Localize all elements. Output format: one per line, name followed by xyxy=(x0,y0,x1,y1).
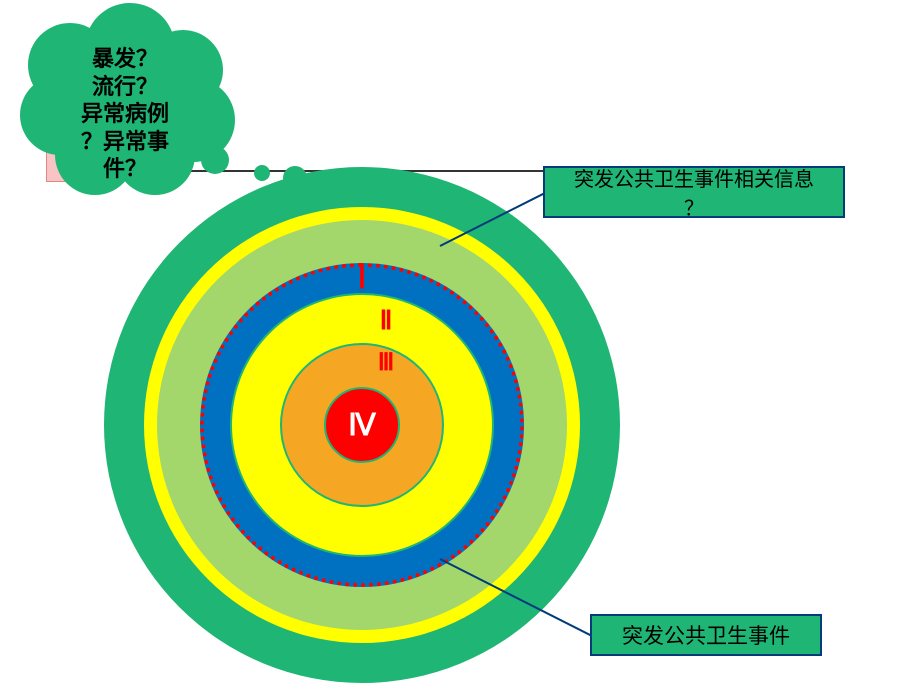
callout-box-top: 突发公共卫生事件相关信息？ xyxy=(543,166,845,218)
cloud-text: 暴发？流行？异常病例？异常事件？ xyxy=(50,45,200,183)
callout-box-bottom: 突发公共卫生事件 xyxy=(590,614,822,656)
ring-label: Ⅰ xyxy=(332,262,392,295)
ring-label: Ⅳ xyxy=(332,408,392,443)
ring-label: Ⅱ xyxy=(356,305,416,336)
ring-label: Ⅲ xyxy=(356,348,416,377)
